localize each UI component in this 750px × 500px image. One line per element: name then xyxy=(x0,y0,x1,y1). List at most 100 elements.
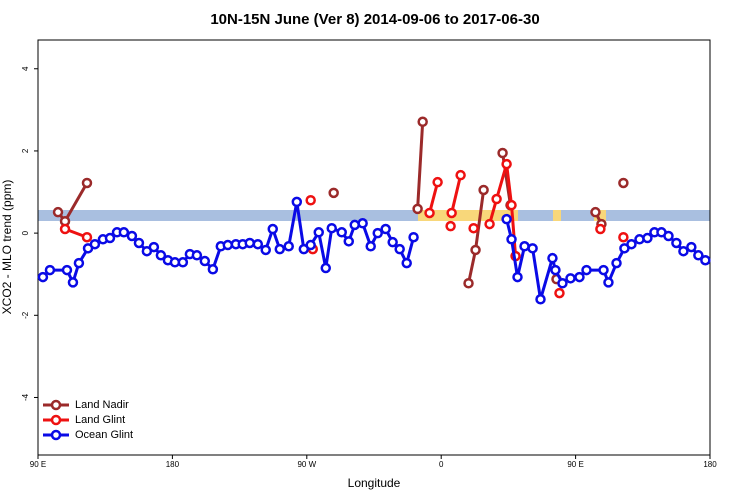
legend-label: Ocean Glint xyxy=(75,429,133,441)
data-point xyxy=(412,203,423,215)
data-point xyxy=(372,227,383,239)
data-point xyxy=(336,227,347,238)
data-point xyxy=(547,252,558,264)
data-point xyxy=(133,237,145,249)
data-point xyxy=(326,222,337,234)
data-point xyxy=(104,232,116,244)
data-point xyxy=(320,262,332,274)
data-point xyxy=(445,220,456,232)
data-point xyxy=(61,264,73,276)
chart-title: 10N-15N June (Ver 8) 2014-09-06 to 2017-… xyxy=(210,11,539,28)
data-point xyxy=(506,234,517,245)
data-point xyxy=(52,206,64,218)
data-point xyxy=(527,243,538,254)
data-point xyxy=(401,257,412,269)
data-point xyxy=(463,277,474,289)
data-point xyxy=(191,250,203,261)
data-point xyxy=(557,277,568,289)
data-point xyxy=(222,239,234,251)
data-point xyxy=(81,231,93,243)
data-point xyxy=(574,271,585,283)
data-point xyxy=(693,250,704,261)
data-point xyxy=(590,206,601,218)
legend-marker xyxy=(50,399,62,411)
data-point xyxy=(506,199,517,211)
data-point xyxy=(89,238,101,250)
data-point xyxy=(59,223,71,235)
data-point xyxy=(394,243,405,255)
x-tick-label: 90 E xyxy=(30,460,46,469)
data-point xyxy=(155,250,167,261)
data-point xyxy=(598,264,609,276)
legend-marker xyxy=(50,414,62,426)
land-band-highlight xyxy=(418,210,518,221)
data-point xyxy=(67,277,79,288)
plot-frame xyxy=(37,39,711,456)
x-tick-label: 0 xyxy=(439,460,444,469)
data-point xyxy=(501,158,512,170)
data-point xyxy=(603,277,614,288)
data-point xyxy=(446,207,457,219)
data-point xyxy=(408,231,419,243)
data-point xyxy=(512,271,523,283)
legend-label: Land Glint xyxy=(75,414,125,426)
data-point xyxy=(44,264,56,276)
data-point xyxy=(305,239,316,251)
data-point xyxy=(519,241,530,252)
data-point xyxy=(73,257,85,269)
data-point xyxy=(328,187,339,199)
data-point xyxy=(618,231,629,243)
land-band xyxy=(38,210,710,221)
data-point xyxy=(343,236,355,247)
data-point xyxy=(455,169,466,181)
data-point xyxy=(611,257,622,269)
x-tick-label: 90 E xyxy=(567,460,583,469)
data-point xyxy=(207,264,219,275)
data-point xyxy=(468,222,479,234)
data-point xyxy=(581,264,592,276)
data-point xyxy=(118,227,130,238)
data-point xyxy=(535,294,546,305)
x-tick-label: 90 W xyxy=(297,460,316,469)
data-point xyxy=(424,207,435,219)
data-point xyxy=(252,238,264,250)
data-point xyxy=(678,245,689,257)
x-axis-label: Longitude xyxy=(348,476,401,490)
series-line xyxy=(58,122,623,283)
data-point xyxy=(686,241,697,253)
legend-label: Land Nadir xyxy=(75,399,129,411)
data-point xyxy=(501,213,512,225)
y-tick-label: 4 xyxy=(21,66,30,71)
data-point xyxy=(491,193,502,205)
y-tick-label: -4 xyxy=(21,393,30,401)
data-point xyxy=(642,232,653,244)
data-point xyxy=(663,230,674,242)
data-point xyxy=(305,194,316,206)
y-axis-label: XCO2 - MLO trend (ppm) xyxy=(0,180,14,315)
legend-marker xyxy=(50,429,62,441)
data-point xyxy=(634,234,645,245)
data-point xyxy=(484,218,495,230)
y-tick-label: -2 xyxy=(21,311,30,319)
data-point xyxy=(148,241,160,253)
data-point xyxy=(478,184,489,196)
data-point xyxy=(432,176,443,188)
data-point xyxy=(357,218,368,229)
data-point xyxy=(595,223,606,235)
legend: Land Nadir Land Glint Ocean Glint xyxy=(43,399,133,441)
x-tick-label: 180 xyxy=(703,460,717,469)
data-point xyxy=(387,236,398,248)
data-point xyxy=(283,241,294,252)
data-point xyxy=(417,116,428,128)
data-point xyxy=(626,238,637,250)
data-point xyxy=(81,177,93,189)
land-band-highlight xyxy=(594,210,606,221)
x-tick-label: 180 xyxy=(166,460,180,469)
data-point xyxy=(37,271,49,283)
data-point xyxy=(244,237,256,249)
data-point xyxy=(671,237,682,249)
data-point xyxy=(199,255,211,267)
data-point xyxy=(700,254,711,266)
data-point xyxy=(470,244,481,256)
